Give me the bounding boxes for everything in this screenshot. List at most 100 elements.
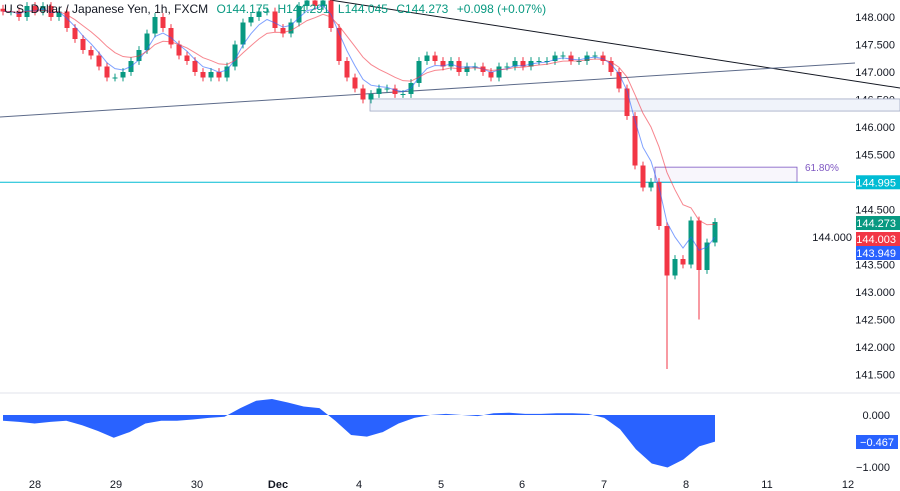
candle-body: [152, 17, 158, 34]
candle-body: [488, 72, 494, 78]
time-tick-label: Dec: [268, 479, 288, 491]
trendline-resistance: [329, 0, 900, 89]
candle-body: [464, 66, 470, 72]
oscillator-label-bg: [856, 435, 898, 449]
candle-body: [392, 88, 398, 94]
candle-body: [608, 61, 614, 72]
candle-body: [552, 55, 558, 61]
price-label-bg: [856, 246, 900, 260]
candle-body: [432, 55, 438, 61]
trendline-support: [0, 62, 856, 118]
candle-body: [536, 61, 542, 62]
low-value: L144.045: [337, 2, 388, 16]
time-tick-label: 8: [683, 479, 689, 491]
price-label-bg: [856, 232, 900, 246]
candle-body: [112, 77, 118, 79]
candle-body: [400, 94, 406, 95]
candle-body: [544, 61, 550, 62]
candle-body: [360, 88, 366, 100]
candle-body: [80, 39, 86, 50]
candle-body: [648, 182, 654, 188]
candle-body: [104, 66, 110, 78]
candle-body: [696, 220, 702, 270]
candle-body: [216, 72, 222, 78]
support-zone: [369, 98, 900, 112]
candle-body: [208, 72, 214, 78]
candle-body: [144, 33, 150, 50]
candle-body: [560, 55, 566, 57]
time-tick-label: 4: [356, 479, 362, 491]
time-tick-label: 30: [191, 479, 203, 491]
candle-body: [704, 242, 710, 270]
candle-body: [304, 0, 310, 6]
symbol-title: U.S. Dollar / Japanese Yen, 1h, FXCM: [4, 2, 209, 16]
candle-body: [312, 0, 318, 6]
candle-body: [56, 11, 62, 17]
candle-body: [248, 17, 254, 23]
price-tick-label: 148.000: [855, 12, 895, 24]
close-value: C144.273: [396, 2, 449, 16]
oscillator-area: [3, 399, 715, 468]
candle-body: [16, 11, 22, 17]
price-tick-label: 142.500: [855, 315, 895, 327]
candle-body: [200, 72, 206, 78]
candle-body: [296, 6, 302, 23]
change-value: +0.098 (+0.07%): [456, 2, 547, 16]
price-tick-label: 142.000: [855, 342, 895, 354]
time-tick-label: 6: [519, 479, 525, 491]
candle-body: [224, 66, 230, 78]
candle-body: [96, 55, 102, 67]
candle-body: [288, 22, 294, 34]
candle-body: [320, 0, 326, 6]
fib-box: [654, 166, 798, 183]
price-tick-label: 146.000: [855, 122, 895, 134]
price-label-bg: [856, 216, 900, 230]
candle-body: [376, 88, 382, 94]
candle-body: [640, 165, 646, 188]
candle-body: [256, 11, 262, 17]
candle-body: [72, 28, 78, 39]
candle-body: [184, 55, 190, 61]
fast-moving-average: [3, 4, 716, 251]
candle-body: [272, 11, 278, 28]
time-tick-label: 29: [110, 479, 122, 491]
price-label: 143.949: [856, 248, 896, 260]
price-label: 144.273: [856, 218, 896, 230]
candle-body: [384, 88, 390, 90]
slow-moving-average: [3, 9, 716, 226]
time-tick-label: 12: [842, 479, 854, 491]
candle-body: [688, 220, 694, 265]
candle-body: [240, 22, 246, 45]
candle-body: [592, 55, 598, 57]
price-tick-label: 144.500: [855, 205, 895, 217]
candle-body: [192, 61, 198, 72]
candle-body: [672, 259, 678, 276]
candle-body: [344, 61, 350, 78]
time-tick-label: 7: [601, 479, 607, 491]
candle-body: [232, 44, 238, 67]
time-tick-label: 11: [761, 479, 772, 491]
price-label-bg: [856, 175, 900, 190]
oscillator-tick-label: −1.000: [856, 462, 890, 474]
price-label: 144.003: [856, 234, 896, 246]
candle-body: [504, 66, 510, 68]
price-tick-label: 144.000: [812, 232, 852, 244]
candle-body: [664, 226, 670, 276]
candle-body: [512, 61, 518, 67]
time-tick-label: 5: [438, 479, 444, 491]
candle-body: [120, 72, 126, 78]
candle-body: [424, 55, 430, 61]
candle-body: [280, 28, 286, 34]
candle-body: [440, 61, 446, 67]
chart-legend: U.S. Dollar / Japanese Yen, 1h, FXCM O14…: [4, 2, 551, 16]
price-tick-label: 143.500: [855, 260, 895, 272]
candle-body: [616, 72, 622, 89]
candle-body: [680, 259, 686, 265]
price-tick-label: 143.000: [855, 287, 895, 299]
time-tick-label: 28: [29, 479, 41, 491]
candle-body: [0, 8, 6, 12]
candle-body: [160, 17, 166, 28]
oscillator-label: −0.467: [860, 437, 894, 449]
high-value: H144.291: [277, 2, 330, 16]
